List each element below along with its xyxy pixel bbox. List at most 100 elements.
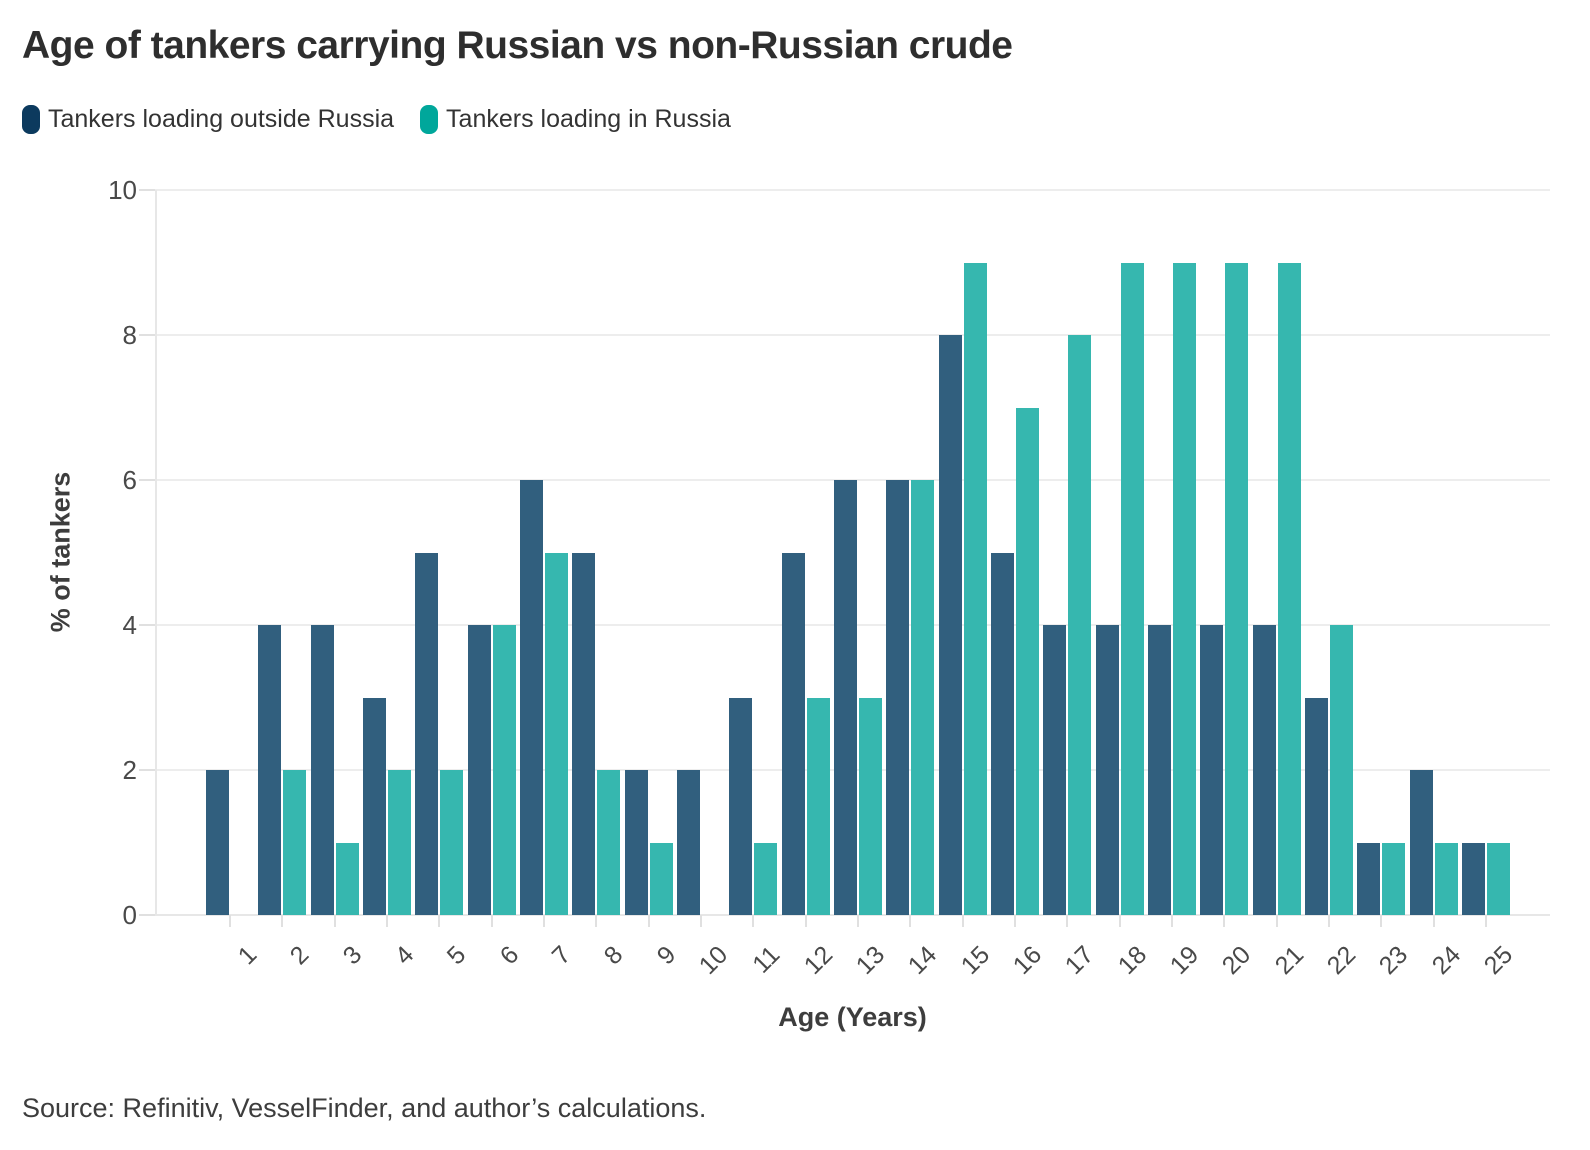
chart-title: Age of tankers carrying Russian vs non-R… [22, 24, 1013, 67]
bar-in-russia-age-24 [1434, 842, 1458, 915]
x-tick-label-text-7: 7 [546, 940, 577, 971]
bar-outside-russia-age-11 [729, 697, 753, 915]
bar-in-russia-age-8 [597, 770, 621, 915]
x-tick-label-text-17: 17 [1060, 940, 1100, 981]
gridline-y-10 [155, 189, 1550, 191]
x-axis-tick-7 [542, 915, 545, 927]
source-note: Source: Refinitiv, VesselFinder, and aut… [22, 1093, 707, 1123]
x-axis-tick-20 [1223, 915, 1226, 927]
gridline-y-0 [155, 914, 1550, 916]
bar-outside-russia-age-8 [572, 552, 596, 915]
x-axis-tick-13 [856, 915, 859, 927]
y-axis-title: % of tankers [45, 471, 76, 633]
bar-outside-russia-age-14 [886, 480, 910, 915]
x-tick-label-text-16: 16 [1007, 940, 1048, 981]
x-axis-tick-21 [1275, 915, 1278, 927]
x-tick-label-text-8: 8 [599, 940, 629, 971]
x-tick-label-text-6: 6 [494, 940, 525, 971]
y-axis-tick-4 [139, 624, 155, 626]
x-tick-label-text-13: 13 [850, 940, 891, 981]
legend-swatch-outside-russia [22, 105, 40, 134]
bar-in-russia-age-18 [1120, 262, 1144, 915]
y-tick-label-4: 4 [122, 610, 137, 640]
bar-in-russia-age-19 [1172, 262, 1196, 915]
x-axis-tick-19 [1170, 915, 1173, 927]
y-axis-tick-10 [139, 189, 155, 191]
x-axis-tick-4 [385, 915, 388, 927]
bar-in-russia-age-4 [387, 770, 411, 915]
bar-in-russia-age-25 [1486, 842, 1510, 915]
bar-outside-russia-age-19 [1147, 625, 1171, 915]
bar-in-russia-age-22 [1329, 625, 1353, 915]
gridline-y-8 [155, 334, 1550, 336]
x-axis-tick-25 [1484, 915, 1487, 927]
x-tick-label-text-4: 4 [389, 940, 420, 971]
x-tick-label-text-24: 24 [1426, 940, 1466, 981]
bar-outside-russia-age-21 [1252, 625, 1276, 915]
legend: Tankers loading outside Russia Tankers l… [22, 105, 731, 134]
x-axis-tick-16 [1013, 915, 1016, 927]
bar-in-russia-age-7 [544, 552, 568, 915]
x-axis-tick-22 [1327, 915, 1330, 927]
bar-in-russia-age-2 [283, 770, 307, 915]
bar-outside-russia-age-23 [1357, 842, 1381, 915]
x-tick-label-text-9: 9 [651, 940, 682, 971]
x-tick-label-text-20: 20 [1217, 940, 1257, 981]
bar-outside-russia-age-1 [206, 770, 229, 915]
x-axis-tick-24 [1432, 915, 1435, 927]
y-tick-label-10: 10 [108, 175, 137, 205]
y-tick-label-6: 6 [122, 465, 137, 495]
x-tick-label-text-19: 19 [1164, 940, 1205, 981]
x-axis-tick-8 [595, 915, 598, 927]
x-axis-tick-6 [490, 915, 493, 927]
bar-in-russia-age-16 [1015, 407, 1039, 915]
legend-label-outside-russia: Tankers loading outside Russia [48, 105, 395, 133]
bar-outside-russia-age-16 [990, 552, 1014, 915]
bar-in-russia-age-3 [335, 842, 359, 915]
bar-outside-russia-age-20 [1200, 625, 1224, 915]
bar-outside-russia-age-6 [467, 625, 491, 915]
bar-outside-russia-age-10 [676, 770, 700, 915]
bar-in-russia-age-17 [1068, 335, 1092, 915]
x-axis-title: Age (Years) [778, 1002, 927, 1032]
x-tick-label-text-15: 15 [955, 940, 995, 981]
x-axis-tick-10 [699, 915, 702, 927]
y-axis-line [155, 190, 157, 916]
bar-in-russia-age-12 [806, 697, 830, 915]
bar-in-russia-age-5 [440, 770, 464, 915]
x-axis-tick-11 [752, 915, 755, 927]
y-axis-tick-0 [139, 914, 155, 916]
y-axis-tick-2 [139, 769, 155, 771]
x-tick-label-text-14: 14 [903, 940, 943, 981]
bar-in-russia-age-20 [1225, 262, 1249, 915]
bar-outside-russia-age-15 [938, 335, 962, 915]
y-tick-label-0: 0 [122, 900, 137, 930]
legend-item-outside-russia: Tankers loading outside Russia [22, 105, 394, 134]
bar-in-russia-age-14 [911, 480, 935, 915]
bar-in-russia-age-6 [492, 625, 516, 915]
y-axis-tick-6 [139, 479, 155, 481]
x-tick-label-text-10: 10 [693, 940, 734, 981]
bar-outside-russia-age-9 [624, 770, 648, 915]
x-tick-label-text-1: 1 [232, 940, 263, 971]
x-axis-tick-17 [1066, 915, 1069, 927]
y-axis-tick-8 [139, 334, 155, 336]
x-tick-label-text-3: 3 [337, 940, 368, 971]
x-tick-label-text-5: 5 [442, 940, 472, 971]
legend-item-in-russia: Tankers loading in Russia [420, 105, 731, 134]
x-axis-tick-12 [804, 915, 807, 927]
bar-outside-russia-age-2 [258, 625, 282, 915]
bar-in-russia-age-21 [1277, 262, 1301, 915]
x-tick-label-text-18: 18 [1112, 940, 1152, 981]
x-tick-label-text-12: 12 [798, 940, 839, 981]
bar-in-russia-age-15 [963, 262, 987, 915]
x-axis-tick-3 [333, 915, 336, 927]
bar-outside-russia-age-3 [310, 625, 334, 915]
bar-in-russia-age-11 [754, 842, 778, 915]
bar-outside-russia-age-4 [362, 697, 386, 915]
x-tick-label-text-23: 23 [1374, 940, 1414, 981]
x-axis-tick-23 [1380, 915, 1383, 927]
x-tick-label-text-2: 2 [285, 940, 315, 971]
bar-outside-russia-age-24 [1409, 770, 1433, 915]
